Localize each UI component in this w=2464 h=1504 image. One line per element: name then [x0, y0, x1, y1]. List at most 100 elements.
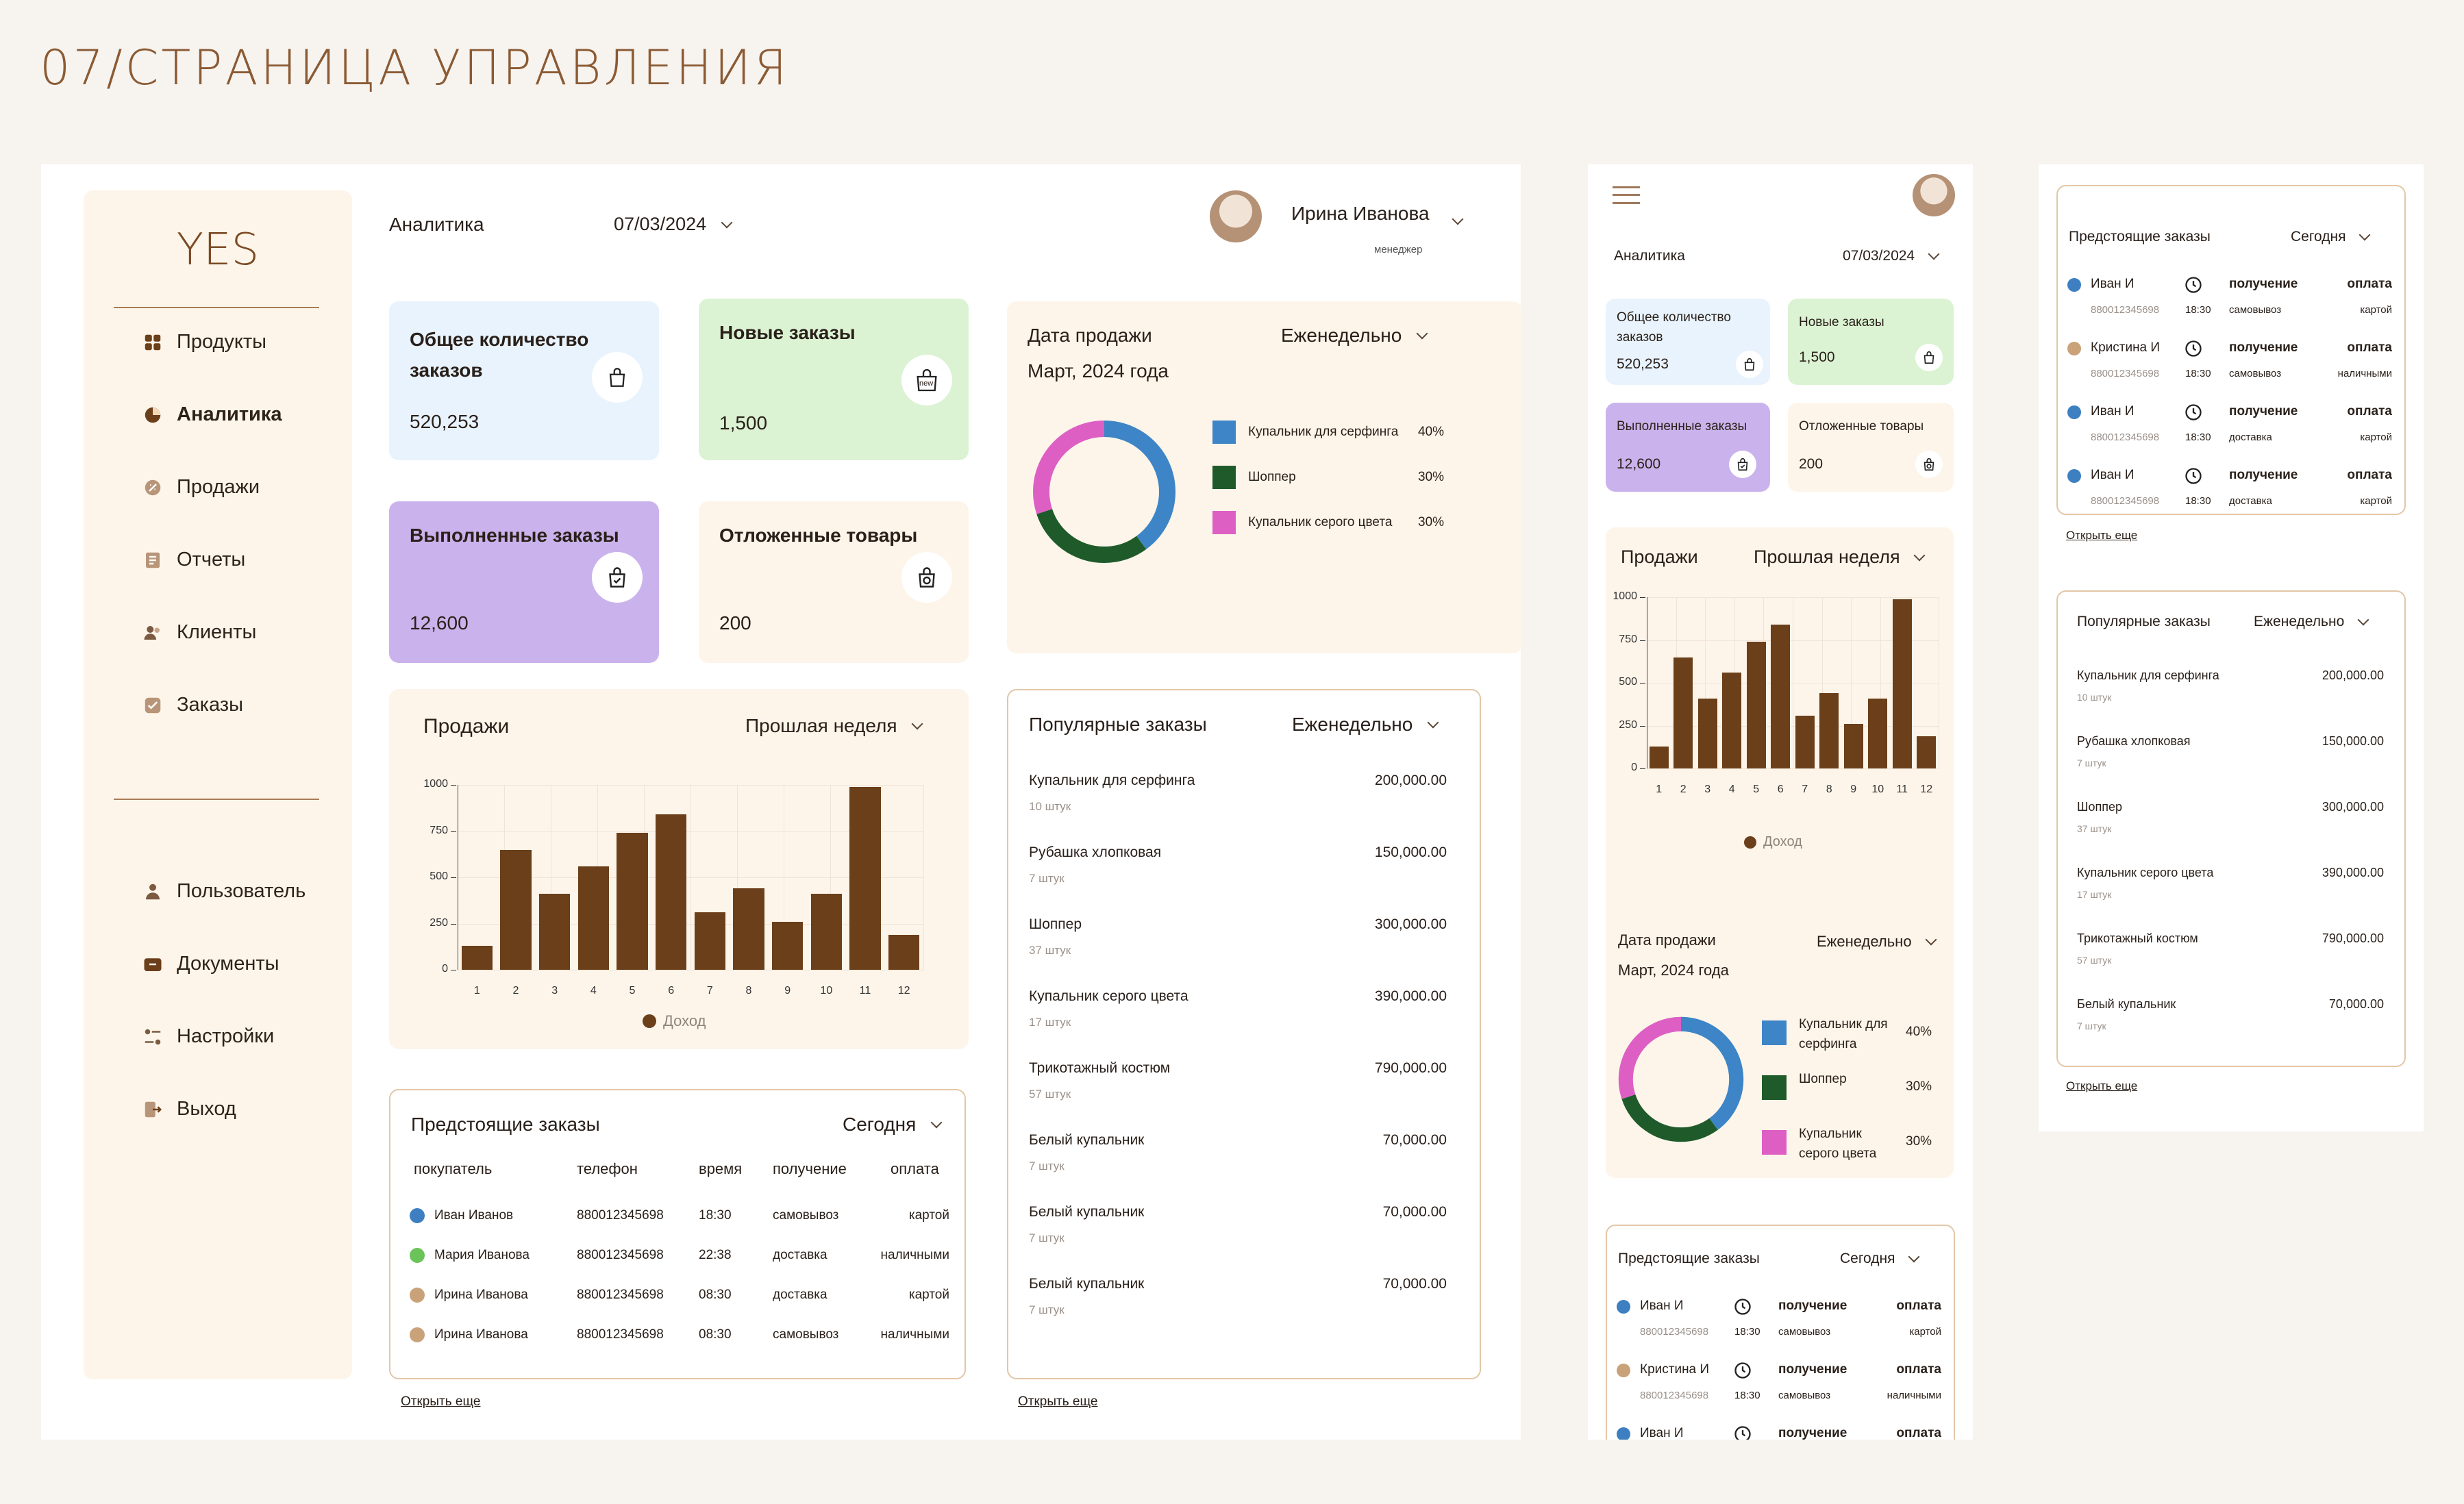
- sidebar-item[interactable]: Документы: [142, 953, 411, 975]
- sidebar-item[interactable]: Продажи: [142, 476, 411, 499]
- popular-more-link[interactable]: Открыть еще: [2066, 1079, 2138, 1092]
- list-item[interactable]: Трикотажный костюм 57 штук 790,000.00: [1008, 1060, 1480, 1108]
- new-badge: new: [919, 379, 934, 388]
- bar-11: [849, 786, 881, 970]
- sidebar-item[interactable]: Пользователь: [142, 880, 411, 903]
- list-item[interactable]: Кристина И 880012345698 18:30 получение само…: [2058, 339, 2404, 387]
- item-qty: 7 штук: [1029, 1160, 1065, 1173]
- brand-logo: YES: [176, 225, 260, 275]
- orders-icon: [142, 695, 163, 716]
- stat-card-total[interactable]: Общее количество заказов 520,253: [389, 301, 659, 460]
- popular-period-dropdown[interactable]: Еженедельно: [1292, 714, 1439, 736]
- stat-card-postponed[interactable]: Отложенные товары 200: [1788, 403, 1954, 492]
- pay-header: оплата: [2347, 468, 2392, 482]
- stat-value: 520,253: [1617, 356, 1669, 372]
- list-item[interactable]: Шоппер 37 штук 300,000.00: [2058, 800, 2404, 844]
- table-row[interactable]: Ирина Иванова 880012345698 08:30 доставка ка…: [390, 1288, 965, 1308]
- donut-title: Дата продажи: [1028, 325, 1152, 346]
- donut-period-dropdown[interactable]: Еженедельно: [1281, 325, 1428, 347]
- status-dot: [410, 1288, 425, 1303]
- upcoming-period-dropdown[interactable]: Сегодня: [843, 1114, 943, 1136]
- upcoming-period-dropdown[interactable]: Сегодня: [2291, 229, 2371, 245]
- x-tick-label: 12: [1920, 784, 1933, 795]
- list-item[interactable]: Кристина И 880012345698 18:30 получение само…: [1607, 1361, 1954, 1409]
- bar-8: [1819, 693, 1839, 768]
- table-row[interactable]: Иван Иванов 880012345698 18:30 самовывоз кар…: [390, 1208, 965, 1229]
- stat-card-done[interactable]: Выполненные заказы 12,600: [389, 501, 659, 663]
- sidebar-item[interactable]: Аналитика: [142, 403, 411, 426]
- hamburger-icon[interactable]: [1613, 186, 1640, 204]
- sidebar-item[interactable]: Выход: [142, 1098, 411, 1120]
- list-item[interactable]: Иван И 880012345698 18:30 получение самовыво…: [2058, 275, 2404, 323]
- avatar[interactable]: [1913, 174, 1955, 216]
- item-price: 200,000.00: [1374, 773, 1447, 788]
- table-row[interactable]: Мария Иванова 880012345698 22:38 доставка на…: [390, 1248, 965, 1268]
- list-item[interactable]: Шоппер 37 штук 300,000.00: [1008, 916, 1480, 964]
- list-item[interactable]: Белый купальник 7 штук 70,000.00: [1008, 1132, 1480, 1180]
- sidebar-item[interactable]: Продукты: [142, 331, 411, 353]
- sales-title: Продажи: [1621, 547, 1698, 567]
- upcoming-orders-card: Предстоящие заказы Сегодня Иван И 8800123…: [2056, 185, 2406, 515]
- list-item[interactable]: Купальник серого цвета 17 штук 390,000.00: [2058, 866, 2404, 910]
- sidebar-item[interactable]: Настройки: [142, 1025, 411, 1048]
- sales-period-dropdown[interactable]: Прошлая неделя: [1754, 547, 1926, 568]
- sidebar-item[interactable]: Заказы: [142, 694, 411, 716]
- x-tick-label: 7: [706, 985, 713, 997]
- table-row[interactable]: Ирина Иванова 880012345698 08:30 самовывоз н…: [390, 1327, 965, 1348]
- list-item[interactable]: Рубашка хлопковая 7 штук 150,000.00: [2058, 734, 2404, 778]
- status-dot: [2067, 342, 2081, 355]
- clock-bag-icon: [901, 552, 952, 603]
- sales-chart-card: Продажи Прошлая неделя 0 250 500 750 1000 1 2 3…: [389, 689, 969, 1049]
- list-item[interactable]: Купальник для серфинга 10 штук 200,000.00: [1008, 773, 1480, 820]
- date-picker[interactable]: 07/03/2024: [614, 214, 733, 235]
- date-picker[interactable]: 07/03/2024: [1843, 248, 1940, 264]
- list-item[interactable]: Белый купальник 7 штук 70,000.00: [2058, 997, 2404, 1041]
- donut-period-dropdown[interactable]: Еженедельно: [1817, 933, 1937, 951]
- item-qty: 17 штук: [1029, 1016, 1071, 1029]
- sidebar-item[interactable]: Отчеты: [142, 549, 411, 571]
- list-item[interactable]: Белый купальник 7 штук 70,000.00: [1008, 1204, 1480, 1252]
- sales-period-dropdown[interactable]: Прошлая неделя: [745, 715, 923, 737]
- item-qty: 7 штук: [2077, 1020, 2106, 1031]
- chevron-down-icon: [1928, 248, 1940, 260]
- list-item[interactable]: Иван И88001234569818:30получениедоставка…: [1607, 1425, 1954, 1440]
- stat-card-done[interactable]: Выполненные заказы 12,600: [1606, 403, 1770, 492]
- bar-2: [1673, 657, 1693, 768]
- pay-header: оплата: [1896, 1362, 1941, 1377]
- x-tick-label: 7: [1802, 784, 1808, 795]
- stat-card-new[interactable]: Новые заказы 1,500 new: [699, 299, 969, 460]
- avatar[interactable]: [1210, 190, 1262, 242]
- cell-delivery: самовывоз: [2229, 304, 2282, 316]
- item-qty: 7 штук: [1029, 1303, 1065, 1316]
- stat-card-new[interactable]: Новые заказы 1,500: [1788, 299, 1954, 385]
- list-item[interactable]: Купальник серого цвета 17 штук 390,000.00: [1008, 988, 1480, 1036]
- chevron-down-icon: [1416, 327, 1428, 340]
- stat-label: Новые заказы: [1799, 315, 1884, 329]
- item-qty: 7 штук: [1029, 1231, 1065, 1244]
- list-item[interactable]: Белый купальник 7 штук 70,000.00: [1008, 1276, 1480, 1324]
- list-item[interactable]: Иван И 880012345698 18:30 получение самовыво…: [1607, 1297, 1954, 1345]
- legend-swatch: [1212, 421, 1236, 444]
- y-tick-mark: [1640, 640, 1645, 641]
- upcoming-more-link[interactable]: Открыть еще: [2066, 529, 2138, 542]
- delivery-header: получение: [2229, 277, 2298, 291]
- list-item[interactable]: Купальник для серфинга 10 штук 200,000.00: [2058, 668, 2404, 712]
- user-menu-chevron-icon[interactable]: [1452, 213, 1464, 225]
- item-qty: 57 штук: [2077, 955, 2112, 966]
- upcoming-period-dropdown[interactable]: Сегодня: [1840, 1251, 1920, 1267]
- delivery-header: получение: [1778, 1426, 1847, 1440]
- sidebar-item-label: Продажи: [177, 476, 260, 498]
- popular-period-dropdown[interactable]: Еженедельно: [2254, 614, 2369, 630]
- popular-more-link[interactable]: Открыть еще: [1018, 1394, 1098, 1409]
- status-dot: [1617, 1300, 1630, 1314]
- upcoming-more-link[interactable]: Открыть еще: [401, 1394, 481, 1409]
- list-item[interactable]: Рубашка хлопковая 7 штук 150,000.00: [1008, 844, 1480, 892]
- list-item[interactable]: Трикотажный костюм 57 штук 790,000.00: [2058, 931, 2404, 975]
- sidebar-item[interactable]: Клиенты: [142, 621, 411, 644]
- stat-card-total[interactable]: Общее количество заказов 520,253: [1606, 299, 1770, 385]
- stat-card-postponed[interactable]: Отложенные товары 200: [699, 501, 969, 663]
- popular-title: Популярные заказы: [1029, 714, 1207, 735]
- cell-time: 18:30: [2185, 495, 2211, 507]
